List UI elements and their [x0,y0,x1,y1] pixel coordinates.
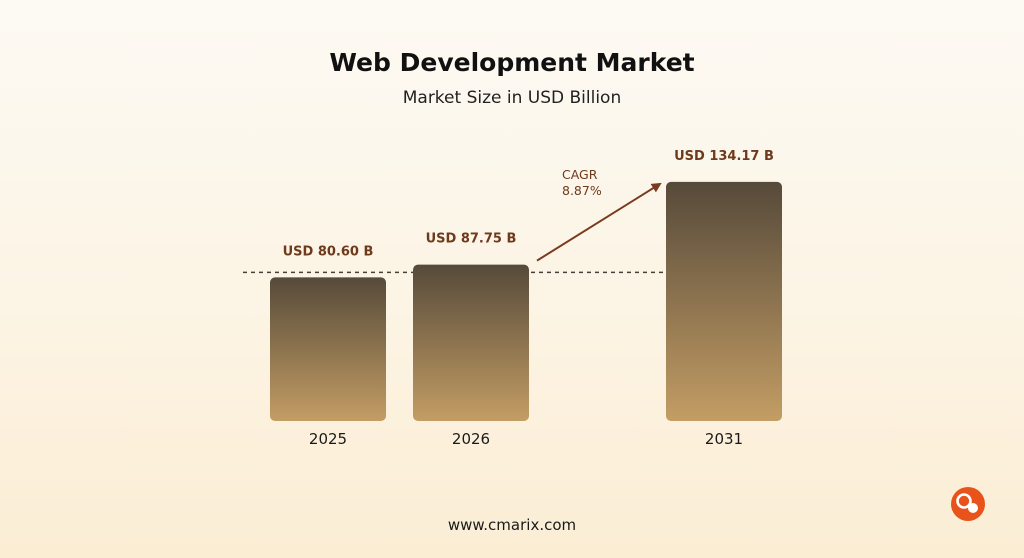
chart-title: Web Development Market [329,48,695,77]
bar-2031 [666,181,782,421]
x-tick-label-2031: 2031 [705,430,743,448]
chart-subtitle: Market Size in USD Billion [402,88,622,108]
x-tick-label-2026: 2026 [452,430,490,448]
bar-2026 [413,264,529,421]
cagr-arrow [536,182,662,262]
footer-website: www.cmarix.com [447,516,577,534]
cagr-value: 8.87% [562,183,602,198]
data-label-2025: USD 80.60 B [283,244,374,259]
x-tick-label-2025: 2025 [309,430,347,448]
cagr-label: CAGR [562,167,598,182]
bar-2025 [270,277,386,421]
data-label-2031: USD 134.17 B [674,149,774,164]
data-label-2026: USD 87.75 B [426,232,517,247]
cmarix-logo-icon [951,487,985,521]
